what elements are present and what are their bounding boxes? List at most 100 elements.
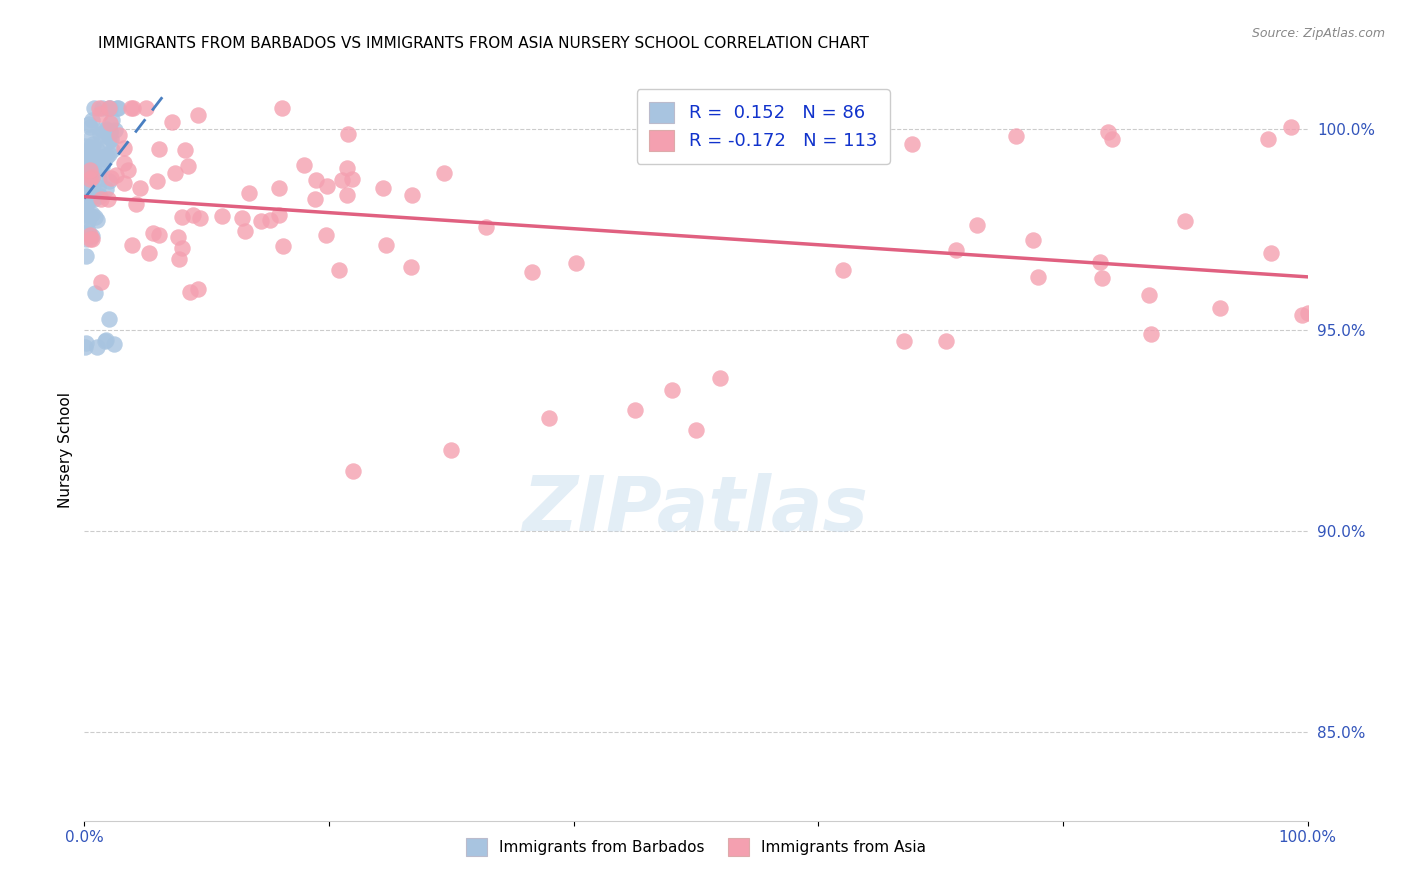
Point (101, 113, 124, 128)
Point (76, 209, 98, 223)
Point (79, 208, 101, 222)
Point (82, 232, 104, 246)
Point (172, 241, 194, 255)
Point (103, 337, 125, 351)
Point (79, 185, 101, 199)
Point (98, 134, 121, 148)
Point (79, 153, 101, 167)
Point (100, 102, 122, 116)
Point (100, 132, 122, 146)
Point (901, 136, 924, 151)
Point (336, 161, 359, 176)
Point (94, 334, 117, 348)
Point (82, 136, 104, 151)
Point (75, 195, 97, 210)
Legend: Immigrants from Barbados, Immigrants from Asia: Immigrants from Barbados, Immigrants fro… (457, 829, 935, 865)
Point (315, 227, 337, 242)
Point (77, 163, 100, 178)
Point (79, 232, 101, 246)
Point (342, 172, 364, 186)
Point (565, 256, 588, 270)
Point (522, 265, 544, 279)
Point (179, 285, 201, 299)
Point (79, 163, 101, 178)
Point (259, 212, 281, 227)
Point (112, 141, 135, 155)
Point (84, 142, 107, 156)
Point (98, 174, 121, 188)
Point (77, 214, 100, 228)
Point (315, 178, 337, 193)
Point (269, 180, 291, 194)
Point (80, 228, 103, 243)
Point (160, 115, 183, 129)
Point (84, 152, 107, 166)
Point (90, 102, 112, 116)
Point (122, 102, 145, 116)
Point (77, 117, 100, 131)
Point (167, 230, 190, 244)
Point (1291, 308, 1313, 322)
Point (89, 172, 111, 186)
Point (84, 210, 107, 224)
Point (966, 218, 988, 232)
Point (176, 159, 198, 173)
Point (82, 169, 104, 183)
Point (82, 113, 104, 128)
Point (1005, 128, 1028, 143)
Point (121, 237, 143, 252)
Point (401, 188, 423, 202)
Point (86, 142, 108, 156)
Point (174, 143, 197, 157)
Point (831, 263, 853, 277)
Point (90, 150, 112, 164)
Point (98, 125, 121, 139)
Text: ZIPatlas: ZIPatlas (523, 473, 869, 547)
Point (73, 197, 96, 211)
Point (96, 149, 118, 163)
Point (105, 168, 128, 182)
Point (187, 282, 209, 296)
Point (75, 336, 97, 351)
Point (142, 226, 165, 240)
Point (79, 175, 101, 189)
Point (97, 192, 120, 206)
Point (80, 181, 103, 195)
Point (82, 161, 104, 175)
Point (83, 187, 105, 202)
Point (945, 243, 967, 257)
Point (77, 208, 100, 222)
Point (89, 127, 111, 141)
Point (91, 123, 114, 137)
Point (76, 155, 98, 169)
Point (337, 127, 360, 141)
Point (97, 147, 120, 161)
Point (75, 147, 97, 161)
Point (1028, 269, 1050, 284)
Point (1257, 132, 1279, 146)
Point (80, 207, 103, 221)
Point (1137, 287, 1160, 301)
Point (83, 102, 105, 116)
Point (211, 209, 233, 223)
Point (233, 224, 256, 238)
Point (117, 163, 139, 178)
Point (267, 208, 290, 222)
Point (76, 178, 98, 193)
Point (148, 142, 170, 156)
Point (107, 102, 129, 116)
Point (893, 334, 915, 348)
Point (845, 132, 868, 146)
Point (79, 168, 101, 182)
Point (271, 102, 294, 116)
Text: IMMIGRANTS FROM BARBADOS VS IMMIGRANTS FROM ASIA NURSERY SCHOOL CORRELATION CHAR: IMMIGRANTS FROM BARBADOS VS IMMIGRANTS F… (98, 36, 869, 51)
Point (371, 181, 394, 195)
Point (538, 411, 561, 425)
Point (94, 152, 117, 166)
Point (112, 155, 135, 169)
Point (98, 312, 121, 326)
Point (1097, 125, 1119, 139)
Point (98, 102, 121, 116)
Point (108, 128, 131, 143)
Point (79, 227, 101, 242)
